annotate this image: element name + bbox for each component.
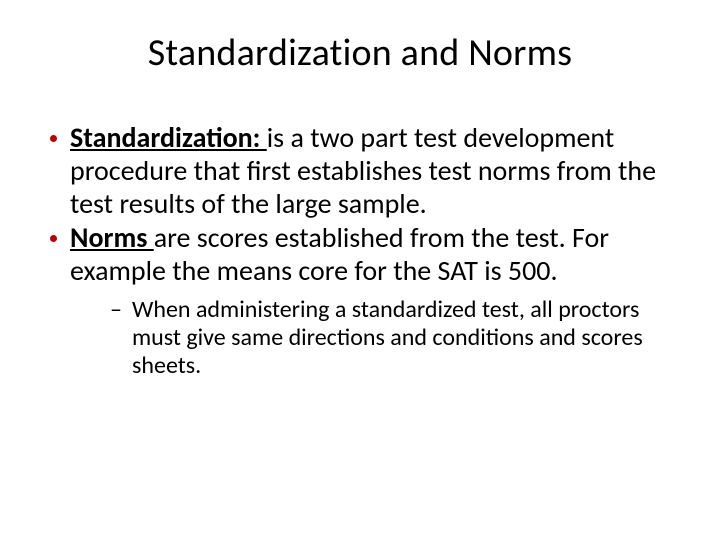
term-norms: Norms [70, 220, 154, 255]
sub-bullet-item: When administering a standardized test, … [70, 296, 680, 381]
slide-container: Standardization and Norms Standardizatio… [0, 0, 720, 540]
slide-body: Standardization: is a two part test deve… [32, 122, 688, 381]
bullet-list-level2: When administering a standardized test, … [70, 296, 680, 381]
bullet-item-norms: Norms are scores established from the te… [40, 222, 680, 380]
term-standardization: Standardization: [70, 120, 267, 155]
bullet-list-level1: Standardization: is a two part test deve… [40, 122, 680, 381]
slide-title: Standardization and Norms [32, 30, 688, 76]
bullet-item-standardization: Standardization: is a two part test deve… [40, 122, 680, 220]
